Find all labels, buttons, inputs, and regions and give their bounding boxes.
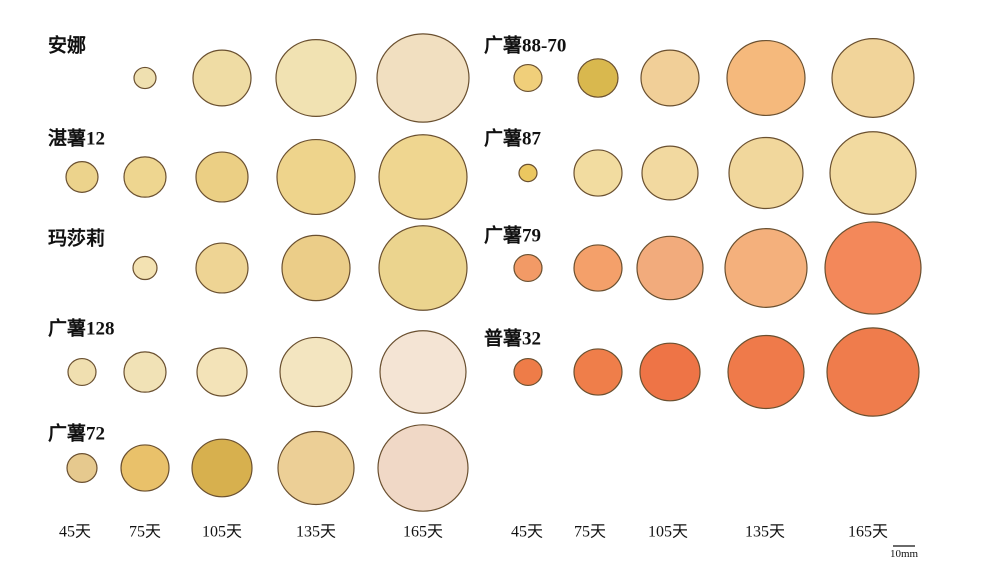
potato-slice	[513, 357, 543, 387]
scale-bar-label: 10mm	[890, 548, 919, 560]
potato-slice	[277, 430, 355, 506]
potato-slice	[640, 49, 700, 107]
variety-name: 湛薯12	[48, 126, 105, 149]
day-label: 75天	[129, 524, 161, 541]
potato-slice	[728, 136, 804, 210]
potato-slice	[573, 149, 623, 197]
potato-slice	[195, 242, 249, 294]
potato-slice	[577, 58, 619, 98]
day-label: 45天	[511, 524, 543, 541]
variety-name: 广薯128	[48, 316, 115, 339]
potato-slice	[831, 38, 915, 118]
day-label: 105天	[648, 524, 688, 541]
potato-slice	[133, 66, 157, 90]
potato-slice	[573, 244, 623, 292]
day-label: 135天	[296, 524, 336, 541]
potato-slice	[66, 453, 98, 484]
day-label: 165天	[848, 524, 888, 541]
potato-slice	[376, 33, 470, 123]
potato-slice	[196, 347, 248, 397]
potato-slice	[65, 161, 99, 193]
variety-name: 广薯88-70	[484, 33, 566, 56]
potato-slice	[829, 131, 917, 215]
potato-slice	[195, 151, 249, 203]
potato-slice	[378, 134, 468, 220]
variety-name: 广薯87	[484, 126, 542, 149]
potato-slice	[518, 163, 538, 183]
variety-name: 广薯72	[48, 421, 105, 444]
day-label: 75天	[574, 524, 606, 541]
potato-slice	[132, 255, 158, 281]
potato-slice	[378, 225, 468, 311]
potato-slice	[275, 38, 357, 118]
variety-name: 安娜	[48, 33, 86, 56]
potato-slice	[191, 438, 253, 498]
day-label: 165天	[403, 524, 443, 541]
day-label: 45天	[59, 524, 91, 541]
potato-slice	[123, 351, 167, 393]
potato-slice	[67, 357, 97, 387]
potato-slice	[639, 342, 701, 402]
variety-name: 玛莎莉	[48, 226, 105, 249]
potato-slice	[573, 348, 623, 396]
potato-slice	[513, 63, 543, 93]
potato-slice	[724, 228, 808, 308]
potato-slice	[826, 327, 920, 417]
potato-slice	[726, 39, 806, 117]
potato-slice	[276, 138, 356, 216]
potato-slice	[636, 235, 704, 301]
potato-slice	[727, 334, 805, 410]
potato-slice	[641, 145, 699, 201]
potato-slice	[379, 330, 467, 414]
potato-slice	[192, 49, 252, 107]
potato-slice	[824, 221, 922, 315]
potato-slice	[123, 156, 167, 198]
potato-slice	[279, 336, 353, 408]
potato-slice	[281, 234, 351, 302]
potato-slice	[513, 253, 543, 283]
potato-slice	[377, 424, 469, 512]
variety-name: 广薯79	[484, 223, 541, 246]
variety-name: 普薯32	[484, 326, 541, 349]
potato-slice	[120, 444, 170, 492]
day-label: 105天	[202, 524, 242, 541]
day-label: 135天	[745, 524, 785, 541]
